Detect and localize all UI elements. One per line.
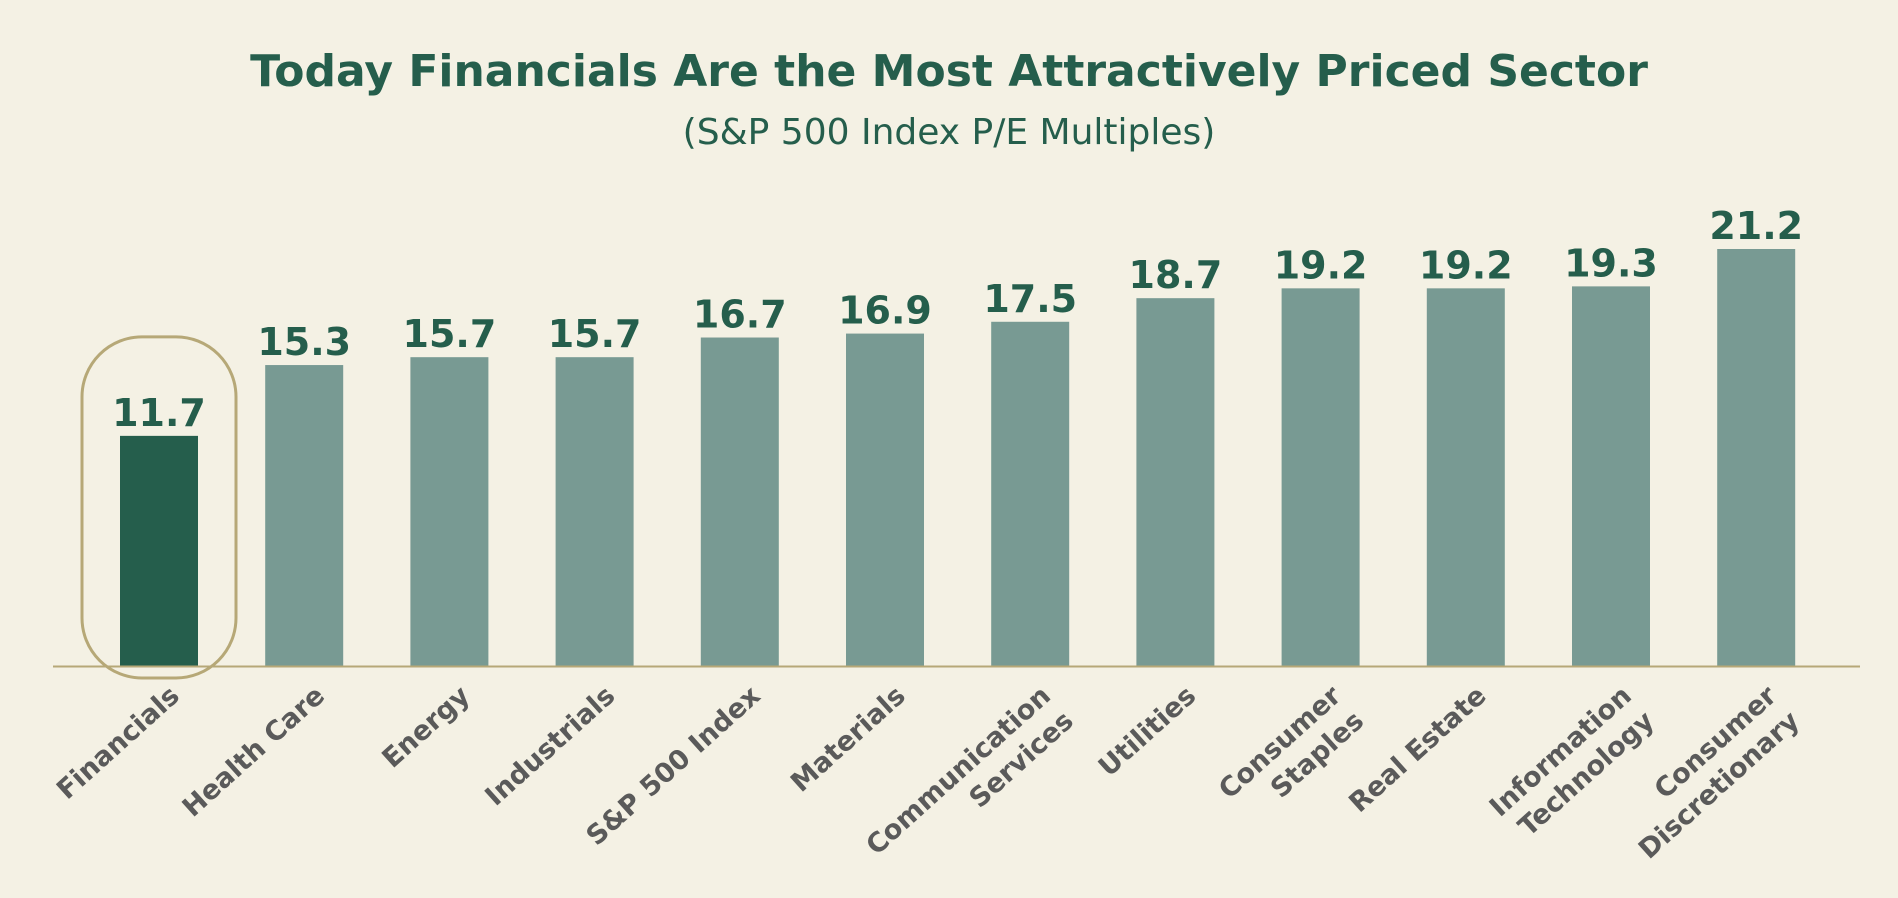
bar-financials: [120, 435, 198, 666]
value-label: 18.7: [1129, 253, 1223, 297]
bar-energy: [410, 357, 489, 666]
value-label: 15.7: [403, 312, 497, 356]
bar-industrials: [555, 357, 634, 666]
value-label: 15.3: [257, 320, 351, 364]
chart-title: Today Financials Are the Most Attractive…: [250, 46, 1648, 97]
category-label: Health Care: [177, 680, 331, 823]
chart-subtitle: (S&P 500 Index P/E Multiples): [683, 112, 1216, 153]
value-labels-group: 11.7 15.3 15.7 15.7 16.7 16.9 17.5 18.7 19.2 19.2…: [112, 204, 1803, 435]
bar-materials: [846, 333, 924, 666]
bar-consumer-staples: [1281, 288, 1360, 666]
category-label: Energy: [376, 680, 476, 774]
bar-information-technology: [1572, 286, 1650, 666]
bar-s-p-500-index: [700, 337, 779, 666]
value-label: 19.3: [1564, 241, 1658, 285]
value-label: 19.2: [1274, 243, 1368, 287]
value-label: 17.5: [983, 277, 1077, 321]
category-label: Utilities: [1093, 680, 1202, 783]
highlight-outline: [80, 335, 238, 680]
bar-health-care: [265, 365, 344, 666]
bars-group: [80, 249, 1796, 680]
value-label: 16.7: [693, 293, 787, 337]
category-label: Industrials: [479, 680, 621, 812]
value-label: 16.9: [838, 289, 932, 333]
category-label: Real Estate: [1343, 680, 1492, 819]
bar-communication-services: [991, 321, 1070, 666]
value-label: 19.2: [1419, 243, 1513, 287]
value-label: 15.7: [548, 312, 642, 356]
category-label: ConsumerStaples: [1213, 680, 1370, 831]
value-label: 21.2: [1709, 204, 1803, 248]
value-label: 11.7: [112, 391, 206, 435]
bar-utilities: [1136, 298, 1215, 666]
category-label: Materials: [785, 680, 912, 798]
category-label: Financials: [51, 680, 186, 806]
bar-consumer-discretionary: [1717, 249, 1796, 666]
bar-real-estate: [1426, 288, 1505, 666]
category-label: InformationTechnology: [1484, 680, 1661, 848]
